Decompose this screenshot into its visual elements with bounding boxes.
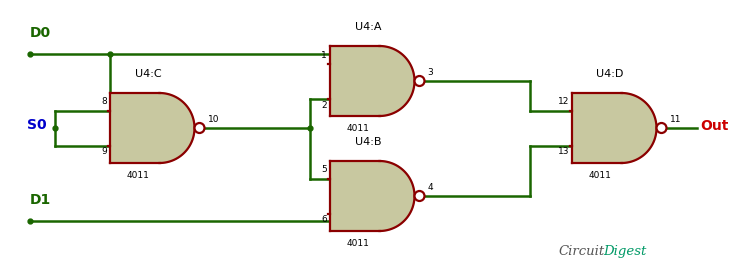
Circle shape [656, 123, 667, 133]
Text: Out: Out [700, 119, 729, 133]
Text: U4:C: U4:C [135, 69, 161, 79]
Text: U4:B: U4:B [355, 137, 381, 147]
Circle shape [194, 123, 205, 133]
Text: 3: 3 [427, 68, 433, 77]
Text: 10: 10 [208, 115, 219, 124]
Text: Digest: Digest [603, 245, 646, 258]
Text: 12: 12 [557, 97, 569, 107]
Text: 4011: 4011 [346, 124, 370, 133]
Text: 2: 2 [321, 100, 327, 110]
Text: 6: 6 [321, 216, 327, 224]
Circle shape [415, 191, 424, 201]
Text: 4011: 4011 [589, 171, 611, 180]
Text: S0: S0 [27, 118, 47, 132]
Text: 11: 11 [670, 115, 681, 124]
Text: 1: 1 [321, 51, 327, 60]
Text: U4:A: U4:A [355, 22, 381, 32]
Text: 4011: 4011 [127, 171, 149, 180]
Text: 4: 4 [427, 183, 433, 192]
Text: 5: 5 [321, 166, 327, 174]
Text: D0: D0 [30, 26, 51, 40]
Text: Circuit: Circuit [558, 245, 604, 258]
Circle shape [415, 76, 424, 86]
Text: D1: D1 [30, 193, 51, 207]
Text: 4011: 4011 [346, 239, 370, 248]
Text: U4:D: U4:D [596, 69, 624, 79]
Polygon shape [330, 161, 415, 231]
Polygon shape [572, 93, 656, 163]
Polygon shape [110, 93, 194, 163]
Polygon shape [330, 46, 415, 116]
Text: 13: 13 [557, 147, 569, 156]
Text: 8: 8 [101, 97, 107, 107]
Text: 9: 9 [101, 147, 107, 156]
